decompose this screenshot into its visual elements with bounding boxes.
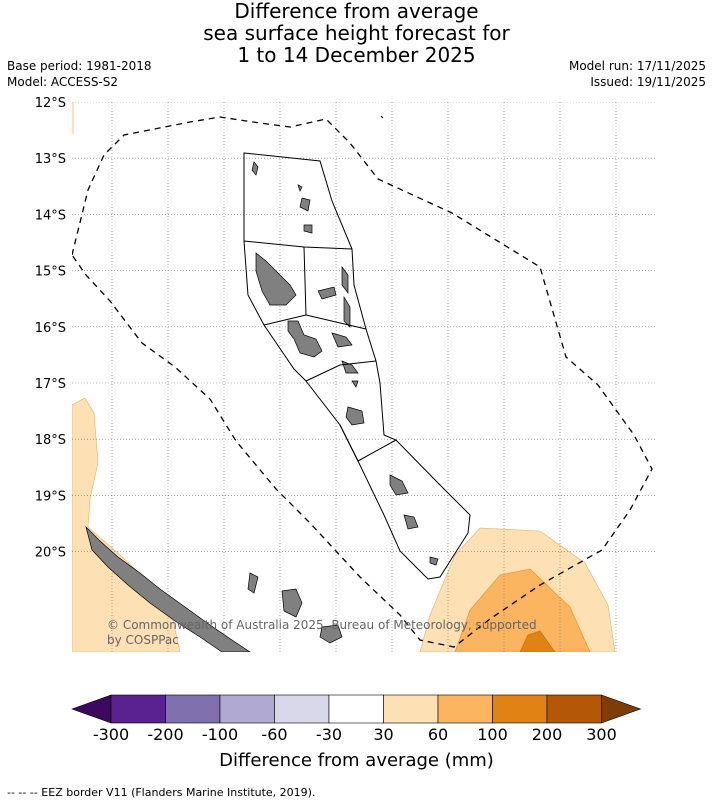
title-line-1: Difference from average xyxy=(234,0,479,23)
colorbar-max-arrow xyxy=(601,694,642,724)
province-borders xyxy=(243,152,471,580)
map-figure: © Commonwealth of Australia 2025, Bureau… xyxy=(35,96,655,652)
vanuatu-islands xyxy=(251,161,439,566)
colorbar-segment xyxy=(492,694,548,724)
colorbar-segment xyxy=(219,694,275,724)
colorbar-tick-label: 60 xyxy=(427,725,449,744)
anomaly-30-60-nw xyxy=(72,102,74,135)
copyright-text: © Commonwealth of Australia 2025, Bureau… xyxy=(107,618,537,632)
copyright-text-2: by COSPPac xyxy=(107,633,179,647)
colorbar-segment xyxy=(165,694,221,724)
title-line-3: 1 to 14 December 2025 xyxy=(237,43,476,67)
colorbar-title: Difference from average (mm) xyxy=(219,750,494,771)
lat-label: 13°S xyxy=(35,152,66,167)
anomaly-60-100-east xyxy=(454,568,591,652)
meta-left: Base period: 1981-2018 Model: ACCESS-S2 xyxy=(7,58,152,90)
colorbar-tick-label: 30 xyxy=(373,725,394,744)
model-name: Model: ACCESS-S2 xyxy=(7,75,119,89)
title-line-2: sea surface height forecast for xyxy=(203,21,510,45)
map-title: Difference from average sea surface heig… xyxy=(0,0,713,66)
colorbar-tick-label: -30 xyxy=(315,725,343,744)
lat-label: 15°S xyxy=(35,265,66,280)
meta-right: Model run: 17/11/2025 Issued: 19/11/2025 xyxy=(569,58,706,90)
map-grid xyxy=(72,102,655,652)
colorbar-segment xyxy=(328,694,384,724)
colorbar-tick-label: 200 xyxy=(531,725,563,744)
loyalty-island-1 xyxy=(281,588,303,618)
lat-label: 20°S xyxy=(35,546,66,561)
anomaly-100-200-east xyxy=(519,630,556,652)
eez-footnote: -- -- -- EEZ border V11 (Flanders Marine… xyxy=(7,786,316,799)
lat-label: 18°S xyxy=(35,433,66,448)
eez-fragment xyxy=(380,115,384,119)
colorbar-min-arrow xyxy=(71,694,112,724)
colorbar-segment xyxy=(383,694,439,724)
colorbar xyxy=(71,694,642,724)
colorbar-segment xyxy=(437,694,493,724)
lat-label: 17°S xyxy=(35,377,66,392)
lat-label: 16°S xyxy=(35,321,66,336)
loyalty-island-2 xyxy=(319,624,343,644)
colorbar-segment xyxy=(546,694,602,724)
new-caledonia-island xyxy=(85,525,251,652)
base-period: Base period: 1981-2018 xyxy=(7,59,152,73)
colorbar-tick-label: 100 xyxy=(477,725,508,744)
colorbar-segment xyxy=(110,694,166,724)
lat-label: 14°S xyxy=(35,208,66,223)
colorbar-tick-label: -300 xyxy=(92,725,130,744)
colorbar-tick-label: 300 xyxy=(586,725,617,744)
lat-label: 19°S xyxy=(35,489,66,504)
eez-border xyxy=(72,116,653,648)
colorbar-segment xyxy=(274,694,330,724)
colorbar-tick-label: -60 xyxy=(261,725,288,744)
colorbar-tick-label: -200 xyxy=(147,725,184,744)
lat-labels: 12°S 13°S 14°S 15°S 16°S 17°S 18°S 19°S 20°S xyxy=(35,96,66,561)
lat-label: 12°S xyxy=(35,96,66,111)
loyalty-island-3 xyxy=(247,572,259,594)
model-run: Model run: 17/11/2025 xyxy=(568,59,706,73)
issued-date: Issued: 19/11/2025 xyxy=(590,75,706,89)
colorbar-tick-label: -100 xyxy=(201,725,239,744)
